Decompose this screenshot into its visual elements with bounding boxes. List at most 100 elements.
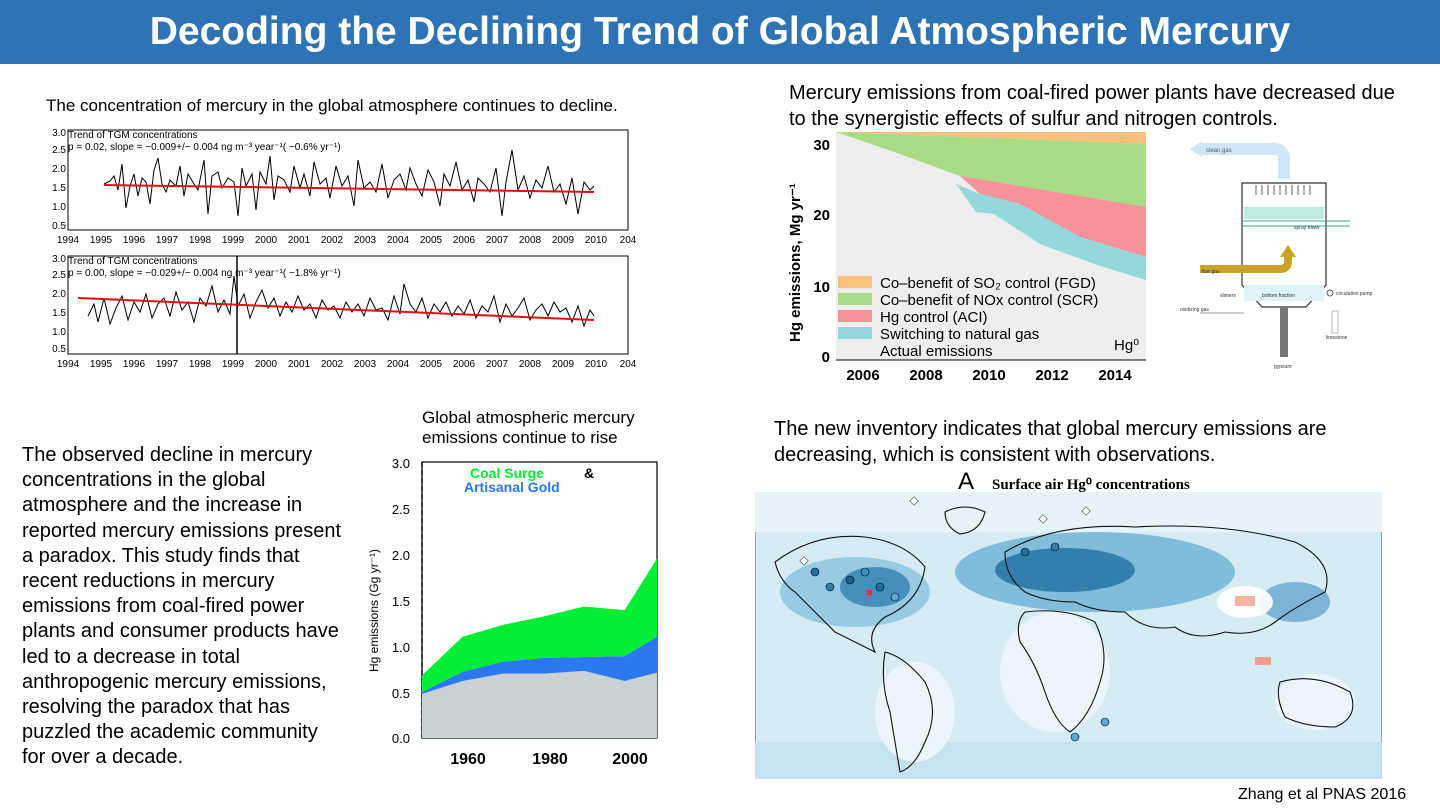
svg-text:2000: 2000 [255, 235, 278, 246]
svg-text:2010: 2010 [585, 235, 608, 246]
svg-text:2002: 2002 [321, 235, 344, 246]
label-limestone: limestone [1326, 335, 1348, 341]
svg-text:1980: 1980 [532, 751, 568, 768]
svg-text:1.5: 1.5 [392, 594, 410, 609]
map-title: Surface air Hg⁰ concentrations [992, 477, 1190, 493]
svg-text:2005: 2005 [420, 235, 443, 246]
label-circulation-pump: circulation pump [1336, 291, 1373, 297]
tgm-figure: Trend of TGM concentrations p = 0.02, sl… [52, 128, 637, 370]
title-banner [0, 0, 1440, 64]
map-southern-band [755, 742, 1382, 779]
flue-gas-arrow [1200, 255, 1292, 273]
map-japan-mid [1260, 582, 1330, 622]
rise-xticks: 1960 1980 2000 [450, 751, 648, 768]
map-red-station [867, 590, 872, 595]
label-oxidizing-gas: oxidizing gas [1180, 307, 1209, 313]
svg-text:2.0: 2.0 [392, 548, 410, 563]
svg-text:2007: 2007 [486, 359, 509, 370]
svg-text:0.5: 0.5 [52, 221, 66, 232]
citation: Zhang et al PNAS 2016 [1238, 786, 1407, 803]
coal-legend-swatch-actual [838, 344, 872, 356]
coal-caption: Mercury emissions from coal-fired power … [789, 82, 1395, 130]
map-coastlines [774, 506, 1354, 773]
svg-text:2001: 2001 [288, 235, 311, 246]
svg-text:1996: 1996 [123, 235, 146, 246]
svg-text:3.0: 3.0 [52, 254, 66, 265]
svg-text:1997: 1997 [156, 235, 179, 246]
svg-text:1999: 1999 [222, 235, 245, 246]
svg-text:1.5: 1.5 [52, 308, 66, 319]
svg-text:3.0: 3.0 [392, 456, 410, 471]
demister-lines [1255, 185, 1311, 195]
rise-legend-coal: Coal Surge [470, 465, 544, 481]
svg-text:2004: 2004 [387, 235, 410, 246]
coal-aci-area [960, 176, 1146, 257]
label-flue-gas: flue gas [1202, 269, 1220, 275]
svg-text:10: 10 [813, 279, 830, 296]
svg-text:3.0: 3.0 [52, 128, 66, 139]
map-usa-high [840, 567, 910, 607]
label-slimers: slimers [1220, 293, 1236, 299]
svg-text:2014: 2014 [1098, 367, 1132, 384]
svg-text:2002: 2002 [321, 359, 344, 370]
svg-text:0.5: 0.5 [392, 686, 410, 701]
svg-text:30: 30 [813, 137, 830, 154]
rise-area-gold [422, 636, 657, 694]
map-stations [799, 496, 1110, 742]
svg-text:1995: 1995 [90, 235, 113, 246]
tgm-panel-2-stats: p = 0.00, slope = −0.029+/− 0.004 ng m⁻³… [68, 268, 341, 279]
rise-legend-amp: & [584, 465, 594, 481]
label-clean-gas: clean gas [1206, 148, 1232, 154]
map-australia [1275, 674, 1355, 730]
tgm-panel-2-trend [77, 297, 595, 321]
svg-text:1.0: 1.0 [52, 327, 66, 338]
svg-text:2.5: 2.5 [52, 145, 66, 156]
svg-text:2.0: 2.0 [52, 164, 66, 175]
svg-text:2003: 2003 [354, 235, 377, 246]
svg-text:1994: 1994 [57, 235, 80, 246]
tgm-caption: The concentration of mercury in the glob… [46, 96, 618, 115]
svg-text:2007: 2007 [486, 235, 509, 246]
coal-legend-swatch-gas [838, 327, 872, 339]
gypsum-pipe [1280, 307, 1288, 357]
coal-legend-actual: Actual emissions [880, 343, 993, 360]
map-arctic-band [755, 492, 1382, 532]
svg-text:2009: 2009 [552, 359, 575, 370]
circulation-pump-icon [1326, 289, 1334, 297]
svg-text:2012: 2012 [1035, 367, 1068, 384]
svg-text:2008: 2008 [519, 359, 542, 370]
coal-legend-swatch-scr [838, 293, 872, 305]
rise-chart: Hg emissions (Gg yr⁻¹) 3.0 2.5 2.0 1.5 1… [367, 456, 658, 768]
svg-text:2000: 2000 [255, 359, 278, 370]
svg-text:1.5: 1.5 [52, 183, 66, 194]
map-africa [1000, 612, 1110, 732]
tgm-panel-1-yticks: 3.0 2.5 2.0 1.5 1.0 0.5 [52, 128, 66, 232]
svg-text:2003: 2003 [354, 359, 377, 370]
rise-ylabel: Hg emissions (Gg yr⁻¹) [367, 549, 381, 672]
svg-text:2006: 2006 [453, 359, 476, 370]
tgm-panel-1-xticks: 1994 1995 1996 1997 1998 1999 2000 2001 … [57, 235, 637, 246]
map-sea-anomaly [1255, 657, 1271, 665]
coal-scr-area [836, 132, 1146, 207]
tgm-panel-1-series [103, 149, 595, 217]
map-samerica [875, 662, 955, 762]
spray-tower-diagram: clean gas spray tower flue gas slimers b… [1180, 141, 1373, 370]
svg-text:2004: 2004 [387, 359, 410, 370]
map-europe-high [995, 548, 1135, 592]
rise-areas [422, 558, 657, 738]
slide-title: Decoding the Declining Trend of Global A… [149, 10, 1291, 53]
svg-text:1998: 1998 [189, 235, 212, 246]
coal-legend-scr: Co–benefit of NOx control (SCR) [880, 292, 1098, 309]
svg-text:1.0: 1.0 [52, 202, 66, 213]
coal-species: Hg⁰ [1114, 337, 1139, 354]
rise-yticks: 3.0 2.5 2.0 1.5 1.0 0.5 0.0 [392, 456, 410, 746]
svg-text:2006: 2006 [846, 367, 879, 384]
surface-hg-map [755, 492, 1382, 779]
svg-text:204: 204 [620, 359, 637, 370]
label-gypsum: gypsum [1274, 364, 1292, 370]
svg-text:1.0: 1.0 [392, 640, 410, 655]
svg-text:1998: 1998 [189, 359, 212, 370]
svg-text:2.0: 2.0 [52, 289, 66, 300]
rise-area-coal [422, 558, 657, 692]
spray-nozzles [1244, 207, 1324, 219]
